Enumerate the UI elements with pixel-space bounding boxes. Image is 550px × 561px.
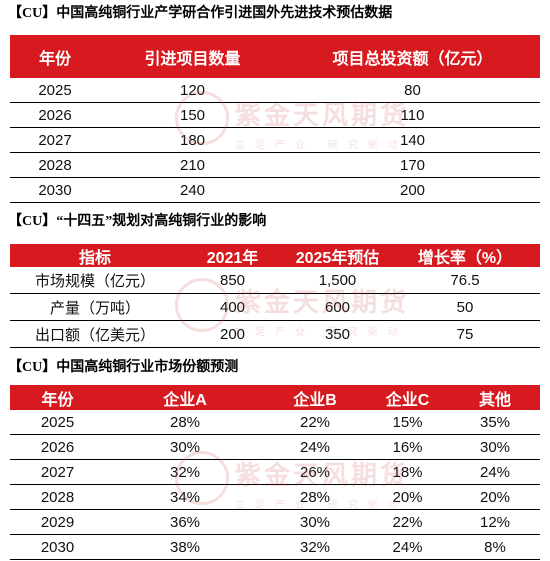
header-row: 年份 企业A 企业B 企业C 其他 [10, 385, 540, 410]
table-row: 2028 210 170 [10, 153, 540, 178]
table-cell: 24% [479, 463, 511, 481]
table-row: 2030 240 200 [10, 178, 540, 203]
table-cell: 36% [169, 513, 201, 531]
table-row: 出口额（亿美元） 200 350 75 [10, 321, 540, 348]
table-cell: 2026 [40, 438, 75, 456]
table-cell: 850 [219, 271, 246, 289]
table-cell: 32% [169, 463, 201, 481]
table-cell: 1,500 [318, 271, 357, 289]
table-cell: 18% [392, 463, 423, 481]
table-cell: 2027 [40, 463, 75, 481]
table-cell: 120 [179, 81, 206, 99]
table-title: 【CU】“十四五”规划对高纯铜行业的影响 [8, 214, 267, 229]
table-title: 【CU】中国高纯铜行业产学研合作引进国外先进技术预估数据 [8, 6, 393, 21]
header-row: 年份 引进项目数量 项目总投资额（亿元） [10, 35, 540, 78]
table-cell: 出口额（亿美元） [34, 326, 155, 344]
table-cell: 2030 [38, 181, 72, 199]
table-cell: 600 [324, 298, 351, 316]
header-cell: 指标 [78, 249, 111, 267]
table-cell: 26% [299, 463, 331, 481]
header-row: 指标 2021年 2025年预估 增长率（%） [10, 244, 540, 267]
table-cell: 30% [479, 438, 511, 456]
table-cell: 80 [404, 81, 421, 99]
table-cell: 75 [456, 325, 474, 343]
table-row: 2025 28% 22% 15% 35% [10, 410, 540, 435]
table-cell: 2027 [38, 131, 72, 149]
table-cell: 22% [392, 513, 423, 531]
table-row: 2026 30% 24% 16% 30% [10, 435, 540, 460]
table-row: 2028 34% 28% 20% 20% [10, 485, 540, 510]
table-cell: 20% [392, 488, 423, 506]
table-cell: 150 [179, 106, 206, 124]
table-cell: 2030 [40, 538, 75, 556]
table-cell: 2028 [38, 156, 72, 174]
table-cell: 180 [179, 131, 206, 149]
table-cell: 28% [299, 488, 331, 506]
table-cell: 16% [392, 438, 423, 456]
table-cell: 30% [299, 513, 331, 531]
table-cell: 15% [392, 413, 423, 431]
header-cell: 项目总投资额（亿元） [332, 50, 493, 68]
table-row: 产量（万吨） 400 600 50 [10, 294, 540, 321]
table-cell: 35% [479, 413, 511, 431]
table-cell: 50 [456, 298, 474, 316]
header-cell: 企业B [293, 391, 337, 409]
table-row: 2030 38% 32% 24% 8% [10, 535, 540, 560]
table-cell: 200 [399, 181, 426, 199]
table-cell: 12% [479, 513, 511, 531]
table-cell: 2025 [38, 81, 72, 99]
table-cell: 350 [324, 325, 351, 343]
table-cell: 240 [179, 181, 206, 199]
header-cell: 增长率（%） [417, 249, 513, 267]
table-cell: 8% [484, 538, 506, 556]
table-cell: 20% [479, 488, 511, 506]
table-cell: 32% [299, 538, 331, 556]
header-cell: 引进项目数量 [144, 50, 241, 68]
table-row: 2029 36% 30% 22% 12% [10, 510, 540, 535]
table-title: 【CU】中国高纯铜行业市场份额预测 [8, 360, 239, 375]
table-cell: 30% [169, 438, 201, 456]
table-cell: 400 [219, 298, 246, 316]
table-cell: 28% [169, 413, 201, 431]
table-cell: 2026 [38, 106, 72, 124]
header-cell: 2025年预估 [295, 249, 380, 267]
table-cell: 200 [219, 325, 246, 343]
table-row: 2025 120 80 [10, 78, 540, 103]
table-cell: 38% [169, 538, 201, 556]
table-cell: 24% [299, 438, 331, 456]
header-cell: 年份 [38, 50, 71, 68]
table-cell: 2028 [40, 488, 75, 506]
table-cell: 2025 [40, 413, 75, 431]
table-cell: 140 [399, 131, 426, 149]
header-cell: 其他 [478, 391, 511, 409]
header-cell: 企业A [163, 391, 207, 409]
header-cell: 2021年 [206, 249, 259, 267]
table-cell: 34% [169, 488, 201, 506]
table-cell: 22% [299, 413, 331, 431]
table-cell: 市场规模（亿元） [34, 272, 155, 290]
table-row: 2026 150 110 [10, 103, 540, 128]
table-cell: 2029 [40, 513, 75, 531]
table-cell: 110 [400, 106, 425, 124]
table-row: 2027 32% 26% 18% 24% [10, 460, 540, 485]
table-row: 市场规模（亿元） 850 1,500 76.5 [10, 267, 540, 294]
header-cell: 企业C [385, 391, 430, 409]
table-row: 2027 180 140 [10, 128, 540, 153]
table-cell: 210 [179, 156, 206, 174]
table-cell: 170 [399, 156, 426, 174]
table-cell: 24% [392, 538, 423, 556]
table-cell: 76.5 [450, 271, 480, 289]
header-cell: 年份 [41, 391, 74, 409]
table-cell: 产量（万吨） [49, 299, 140, 317]
